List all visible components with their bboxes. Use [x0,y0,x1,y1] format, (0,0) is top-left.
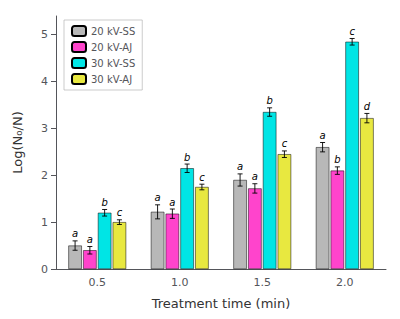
svg-text:b: b [184,152,190,163]
svg-text:a: a [320,130,326,141]
svg-text:20 kV-AJ: 20 kV-AJ [91,42,132,53]
svg-text:4: 4 [41,75,48,88]
svg-text:a: a [155,192,161,203]
svg-text:a: a [72,228,78,239]
svg-text:2: 2 [41,169,48,182]
svg-text:b: b [266,95,272,106]
svg-text:c: c [282,138,288,149]
svg-text:1.5: 1.5 [254,276,272,289]
svg-text:Log(N₀/N): Log(N₀/N) [10,111,25,173]
svg-text:c: c [117,207,123,218]
svg-text:20 kV-SS: 20 kV-SS [91,26,135,37]
svg-text:1: 1 [41,216,48,229]
svg-text:a: a [87,234,93,245]
svg-text:30 kV-SS: 30 kV-SS [91,58,135,69]
svg-text:5: 5 [41,28,48,41]
svg-text:b: b [101,197,107,208]
svg-text:Treatment time (min): Treatment time (min) [151,296,290,311]
svg-text:0: 0 [41,263,48,276]
svg-text:2.0: 2.0 [336,276,354,289]
svg-text:1.0: 1.0 [171,276,189,289]
svg-text:0.5: 0.5 [89,276,107,289]
svg-text:30 kV-AJ: 30 kV-AJ [91,74,132,85]
svg-text:c: c [199,172,205,183]
svg-text:b: b [334,154,340,165]
svg-text:d: d [364,101,371,112]
svg-text:c: c [349,26,355,37]
svg-text:a: a [237,161,243,172]
svg-text:a: a [169,197,175,208]
svg-text:3: 3 [41,122,48,135]
svg-text:a: a [252,171,258,182]
